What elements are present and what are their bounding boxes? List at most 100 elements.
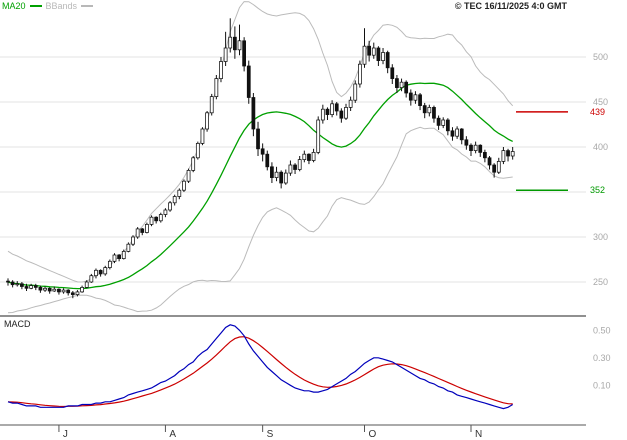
- candle-body: [117, 254, 121, 259]
- price-axis-label: 500: [593, 52, 608, 62]
- month-label: A: [169, 429, 176, 440]
- candle-body: [492, 164, 497, 173]
- candle-body: [135, 228, 140, 238]
- candle-body: [98, 269, 103, 275]
- candle-body: [84, 281, 89, 288]
- candle-body: [320, 108, 325, 121]
- candle-body: [279, 171, 284, 184]
- candle-body: [344, 107, 348, 119]
- candle-body: [33, 285, 38, 288]
- candle-body: [75, 291, 80, 295]
- candle-body: [464, 139, 469, 146]
- candle-body: [172, 196, 177, 204]
- candle-body: [381, 52, 385, 61]
- candle-body: [404, 81, 409, 94]
- candle-body: [283, 172, 288, 184]
- candle-body: [89, 275, 94, 283]
- candle-body: [200, 128, 205, 144]
- candle-body: [186, 170, 191, 182]
- bband-lower-line: [7, 126, 513, 314]
- candle-body: [413, 94, 418, 101]
- candle-body: [237, 40, 242, 51]
- candle-body: [43, 287, 47, 291]
- candle-body: [70, 292, 75, 295]
- candle-body: [422, 105, 427, 114]
- candle-body: [441, 119, 446, 126]
- candle-body: [427, 107, 432, 114]
- bbands-legend-label: BBands: [45, 1, 78, 11]
- candle-body: [302, 153, 307, 160]
- candle-body: [506, 150, 510, 157]
- candle-body: [473, 144, 478, 151]
- candle-body: [510, 151, 515, 157]
- candle-body: [418, 94, 422, 106]
- candle-body: [195, 143, 200, 159]
- candle-body: [149, 216, 154, 225]
- ma20-legend-swatch: [29, 5, 42, 7]
- candle-body: [20, 283, 24, 287]
- candle-body: [307, 153, 311, 161]
- candle-body: [362, 45, 367, 65]
- price-axis-label: 400: [593, 142, 608, 152]
- candle-body: [182, 180, 186, 191]
- candle-body: [459, 128, 464, 141]
- candle-body: [334, 103, 339, 112]
- candle-body: [325, 108, 330, 115]
- candle-body: [358, 63, 362, 85]
- bbands-legend-swatch: [81, 5, 94, 7]
- macd-signal-line: [7, 336, 513, 408]
- bband-upper-line: [7, 1, 514, 283]
- candle-body: [61, 289, 66, 293]
- candle-body: [367, 45, 372, 56]
- candle-body: [94, 269, 98, 277]
- candle-body: [24, 286, 29, 289]
- candle-body: [455, 128, 459, 137]
- candle-body: [47, 287, 52, 292]
- candle-body: [251, 97, 256, 130]
- candle-body: [432, 107, 436, 119]
- candle-body: [209, 96, 214, 114]
- month-label: O: [369, 429, 377, 440]
- price-axis-label: 300: [593, 232, 608, 242]
- candle-body: [487, 157, 492, 166]
- ma20-legend-label: MA20: [2, 1, 26, 11]
- candle-body: [246, 65, 251, 98]
- candle-body: [348, 99, 353, 108]
- macd-line: [7, 324, 514, 410]
- candle-body: [223, 47, 228, 62]
- candle-body: [15, 283, 20, 286]
- macd-axis-label: 0.10: [593, 380, 611, 390]
- candle-body: [112, 254, 117, 262]
- candle-body: [376, 47, 381, 61]
- candle-body: [339, 110, 344, 119]
- candle-body: [205, 112, 209, 130]
- candle-body: [228, 36, 233, 49]
- candle-body: [121, 251, 126, 259]
- candle-body: [80, 287, 84, 293]
- candle-body: [274, 171, 279, 178]
- candle-body: [214, 78, 219, 97]
- month-label: S: [267, 429, 274, 440]
- month-label: J: [63, 429, 68, 440]
- candle-body: [450, 130, 455, 137]
- candle-body: [353, 83, 358, 101]
- candle-body: [29, 285, 34, 289]
- legend: MA20 BBands: [2, 1, 94, 11]
- candle-body: [385, 52, 390, 69]
- candle-body: [399, 81, 404, 88]
- candle-body: [168, 202, 172, 211]
- candle-body: [478, 144, 483, 153]
- candle-body: [52, 288, 57, 292]
- candle-body: [316, 119, 321, 153]
- candle-body: [270, 166, 274, 178]
- candle-body: [191, 157, 196, 171]
- candle-body: [256, 128, 260, 150]
- candle-body: [293, 164, 297, 170]
- candle-body: [390, 67, 395, 79]
- month-label: N: [475, 429, 482, 440]
- candle-body: [145, 224, 149, 233]
- candle-body: [177, 189, 182, 197]
- candle-body: [330, 103, 334, 115]
